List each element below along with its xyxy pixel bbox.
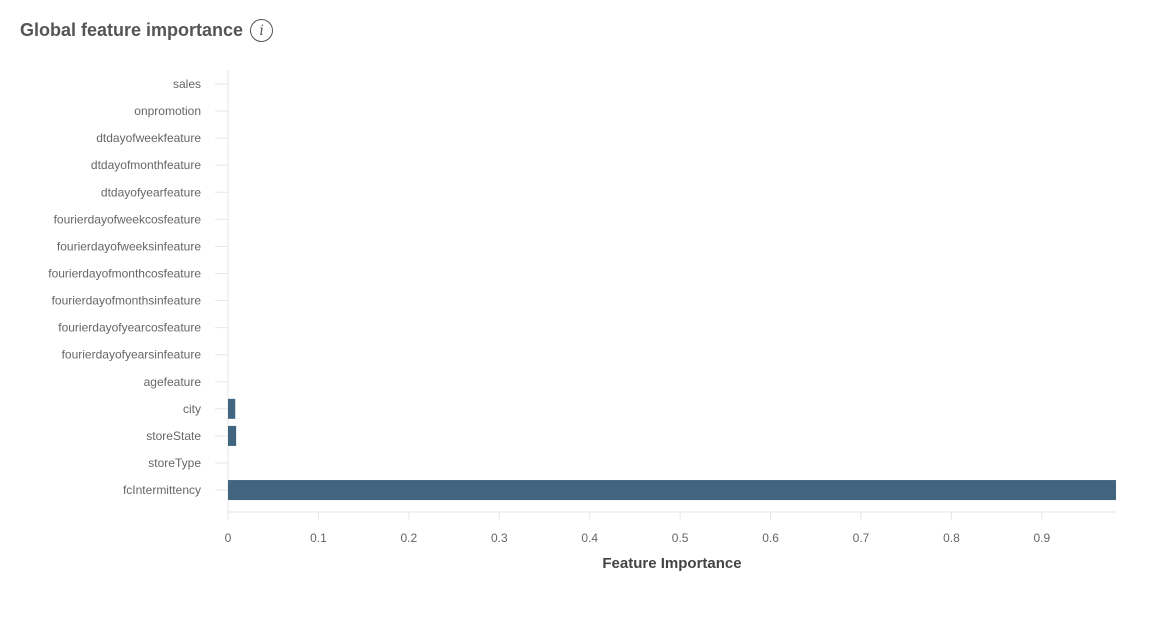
tick-label: 0.9 <box>1034 531 1051 545</box>
chart-bars <box>228 398 1116 501</box>
category-label: sales <box>173 77 201 91</box>
tick-labels: 0 0.1 0.2 0.3 0.4 0.5 0.6 0.7 0.8 0.9 <box>225 531 1051 545</box>
category-label: fourierdayofyearcosfeature <box>58 321 201 335</box>
category-label: fourierdayofyearsinfeature <box>62 348 202 362</box>
category-label: storeType <box>148 456 201 470</box>
bar[interactable] <box>228 398 236 419</box>
category-label: fourierdayofmonthsinfeature <box>52 294 202 308</box>
chart-header: Global feature importance i <box>20 19 274 42</box>
category-label: dtdayofyearfeature <box>101 185 201 199</box>
category-label: dtdayofmonthfeature <box>91 158 201 172</box>
tick-label: 0.7 <box>853 531 870 545</box>
category-labels: sales onpromotion dtdayofweekfeature dtdayo… <box>48 77 201 497</box>
category-label: fourierdayofweeksinfeature <box>57 239 201 253</box>
tick-label: 0.1 <box>310 531 327 545</box>
bar[interactable] <box>228 480 1116 501</box>
category-label: fcIntermittency <box>123 483 201 497</box>
bar[interactable] <box>228 425 237 446</box>
category-label: storeState <box>146 429 201 443</box>
tick-label: 0.5 <box>672 531 689 545</box>
category-label: fourierdayofmonthcosfeature <box>48 266 201 280</box>
x-axis-title: Feature Importance <box>602 555 741 572</box>
category-label: agefeature <box>144 375 202 389</box>
tick-label: 0.3 <box>491 531 508 545</box>
category-label: city <box>183 402 201 416</box>
chart-axes <box>215 70 1116 520</box>
info-icon[interactable]: i <box>250 19 274 42</box>
category-label: fourierdayofweekcosfeature <box>54 212 202 226</box>
tick-label: 0.6 <box>762 531 779 545</box>
tick-label: 0.4 <box>581 531 598 545</box>
category-label: dtdayofweekfeature <box>96 131 201 145</box>
chart-title: Global feature importance <box>20 20 244 40</box>
category-label: onpromotion <box>134 104 201 118</box>
tick-label: 0.2 <box>401 531 418 545</box>
tick-label: 0 <box>225 531 232 545</box>
tick-label: 0.8 <box>943 531 960 545</box>
